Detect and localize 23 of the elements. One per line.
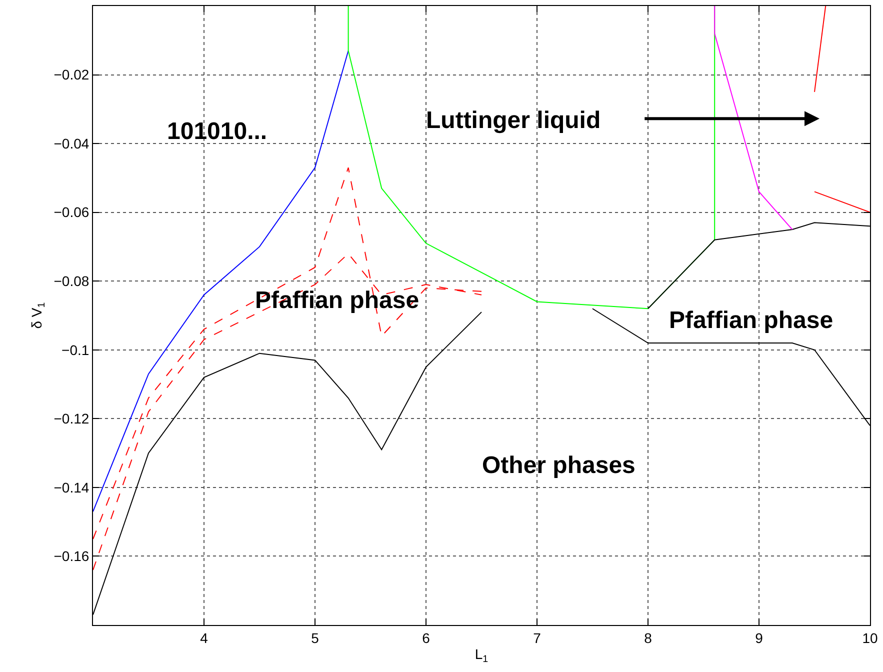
x-axis-title: L$_{1}$ <box>474 646 488 666</box>
line-series <box>93 50 349 512</box>
y-tick-label: −0.04 <box>54 135 90 152</box>
x-tick-label: 5 <box>311 630 320 646</box>
y-tick-label: −0.08 <box>54 273 90 290</box>
x-tick-label: 4 <box>200 630 208 646</box>
y-tick-label: −0.1 <box>62 342 90 358</box>
annotation: Luttinger liquid <box>426 107 601 134</box>
x-tick-label: 8 <box>644 630 652 646</box>
y-tick-label: −0.06 <box>54 204 90 220</box>
y-tick-label: −0.12 <box>54 410 90 427</box>
x-tick-label: 10 <box>862 630 878 646</box>
annotation: Pfaffian phase <box>669 307 834 334</box>
y-tick-label: −0.16 <box>54 548 90 564</box>
y-tick-label: −0.14 <box>54 479 90 496</box>
x-tick-label: 6 <box>422 630 430 646</box>
x-tick-label: 9 <box>755 630 764 646</box>
annotation: 101010... <box>167 118 268 145</box>
line-series <box>714 6 793 230</box>
annotation: Other phases <box>482 452 636 479</box>
annotation: Pfaffian phase <box>255 287 420 314</box>
y-tick-label: −0.02 <box>54 66 90 83</box>
x-tick-label: 7 <box>533 630 542 646</box>
